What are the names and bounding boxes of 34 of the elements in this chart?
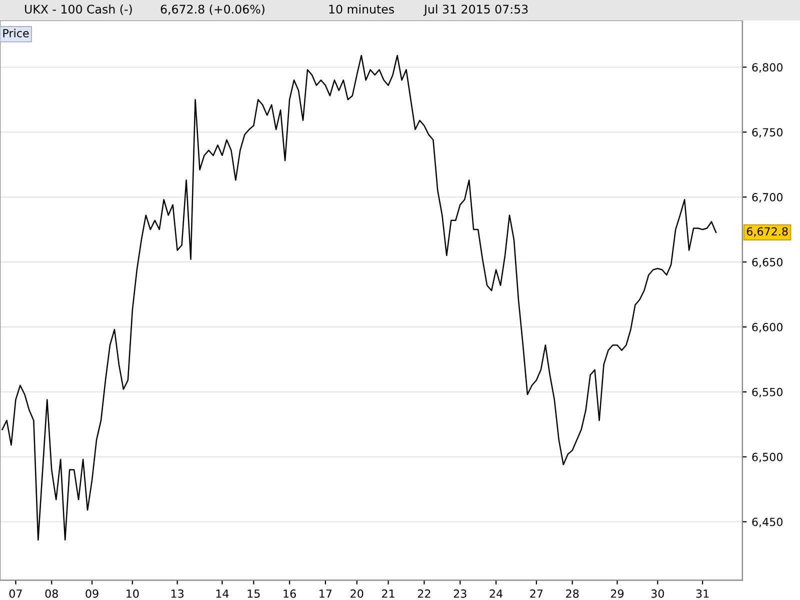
x-tick-label: 30 bbox=[651, 589, 664, 598]
y-tick-label: 6,500 bbox=[752, 452, 782, 462]
x-tick-label: 10 bbox=[126, 589, 139, 598]
y-tick-label: 6,600 bbox=[752, 322, 782, 332]
chart-title: UKX - 100 Cash (-) bbox=[25, 4, 132, 16]
x-tick-label: 28 bbox=[566, 589, 579, 598]
x-tick-label: 15 bbox=[248, 590, 260, 598]
y-tick-label: 6,450 bbox=[752, 518, 782, 528]
x-tick-label: 27 bbox=[530, 589, 543, 598]
x-tick-label: 13 bbox=[171, 589, 184, 598]
x-tick-label: 20 bbox=[350, 589, 364, 598]
x-tick-label: 08 bbox=[45, 589, 58, 598]
x-tick-label: 17 bbox=[320, 590, 332, 598]
text: 10 minutes bbox=[329, 4, 394, 14]
annotation: Price bbox=[3, 28, 29, 38]
x-tick-label: 07 bbox=[9, 589, 22, 598]
text: 6,672.8 bbox=[746, 227, 788, 237]
x-tick-label: 29 bbox=[610, 589, 624, 598]
y-tick-label: 6,800 bbox=[752, 63, 782, 73]
text: Jul 31 2015 07:53 bbox=[423, 4, 528, 16]
line-series bbox=[2, 54, 717, 541]
x-tick-label: 24 bbox=[490, 589, 502, 598]
x-tick-label: 09 bbox=[86, 589, 98, 598]
y-tick-label: 6,700 bbox=[752, 193, 782, 203]
x-tick-label: 31 bbox=[696, 589, 709, 598]
x-tick-label: 22 bbox=[418, 589, 430, 598]
y-tick-label: 6,650 bbox=[752, 258, 782, 268]
y-tick-label: 6,750 bbox=[752, 128, 782, 138]
x-tick-label: 21 bbox=[382, 589, 394, 598]
x-tick-label: 16 bbox=[284, 589, 296, 598]
x-tick-label: 14 bbox=[216, 590, 229, 598]
text: 6,672.8 (+0.06%) bbox=[160, 4, 264, 16]
y-tick-label: 6,550 bbox=[752, 388, 782, 398]
x-tick-label: 23 bbox=[454, 589, 466, 598]
